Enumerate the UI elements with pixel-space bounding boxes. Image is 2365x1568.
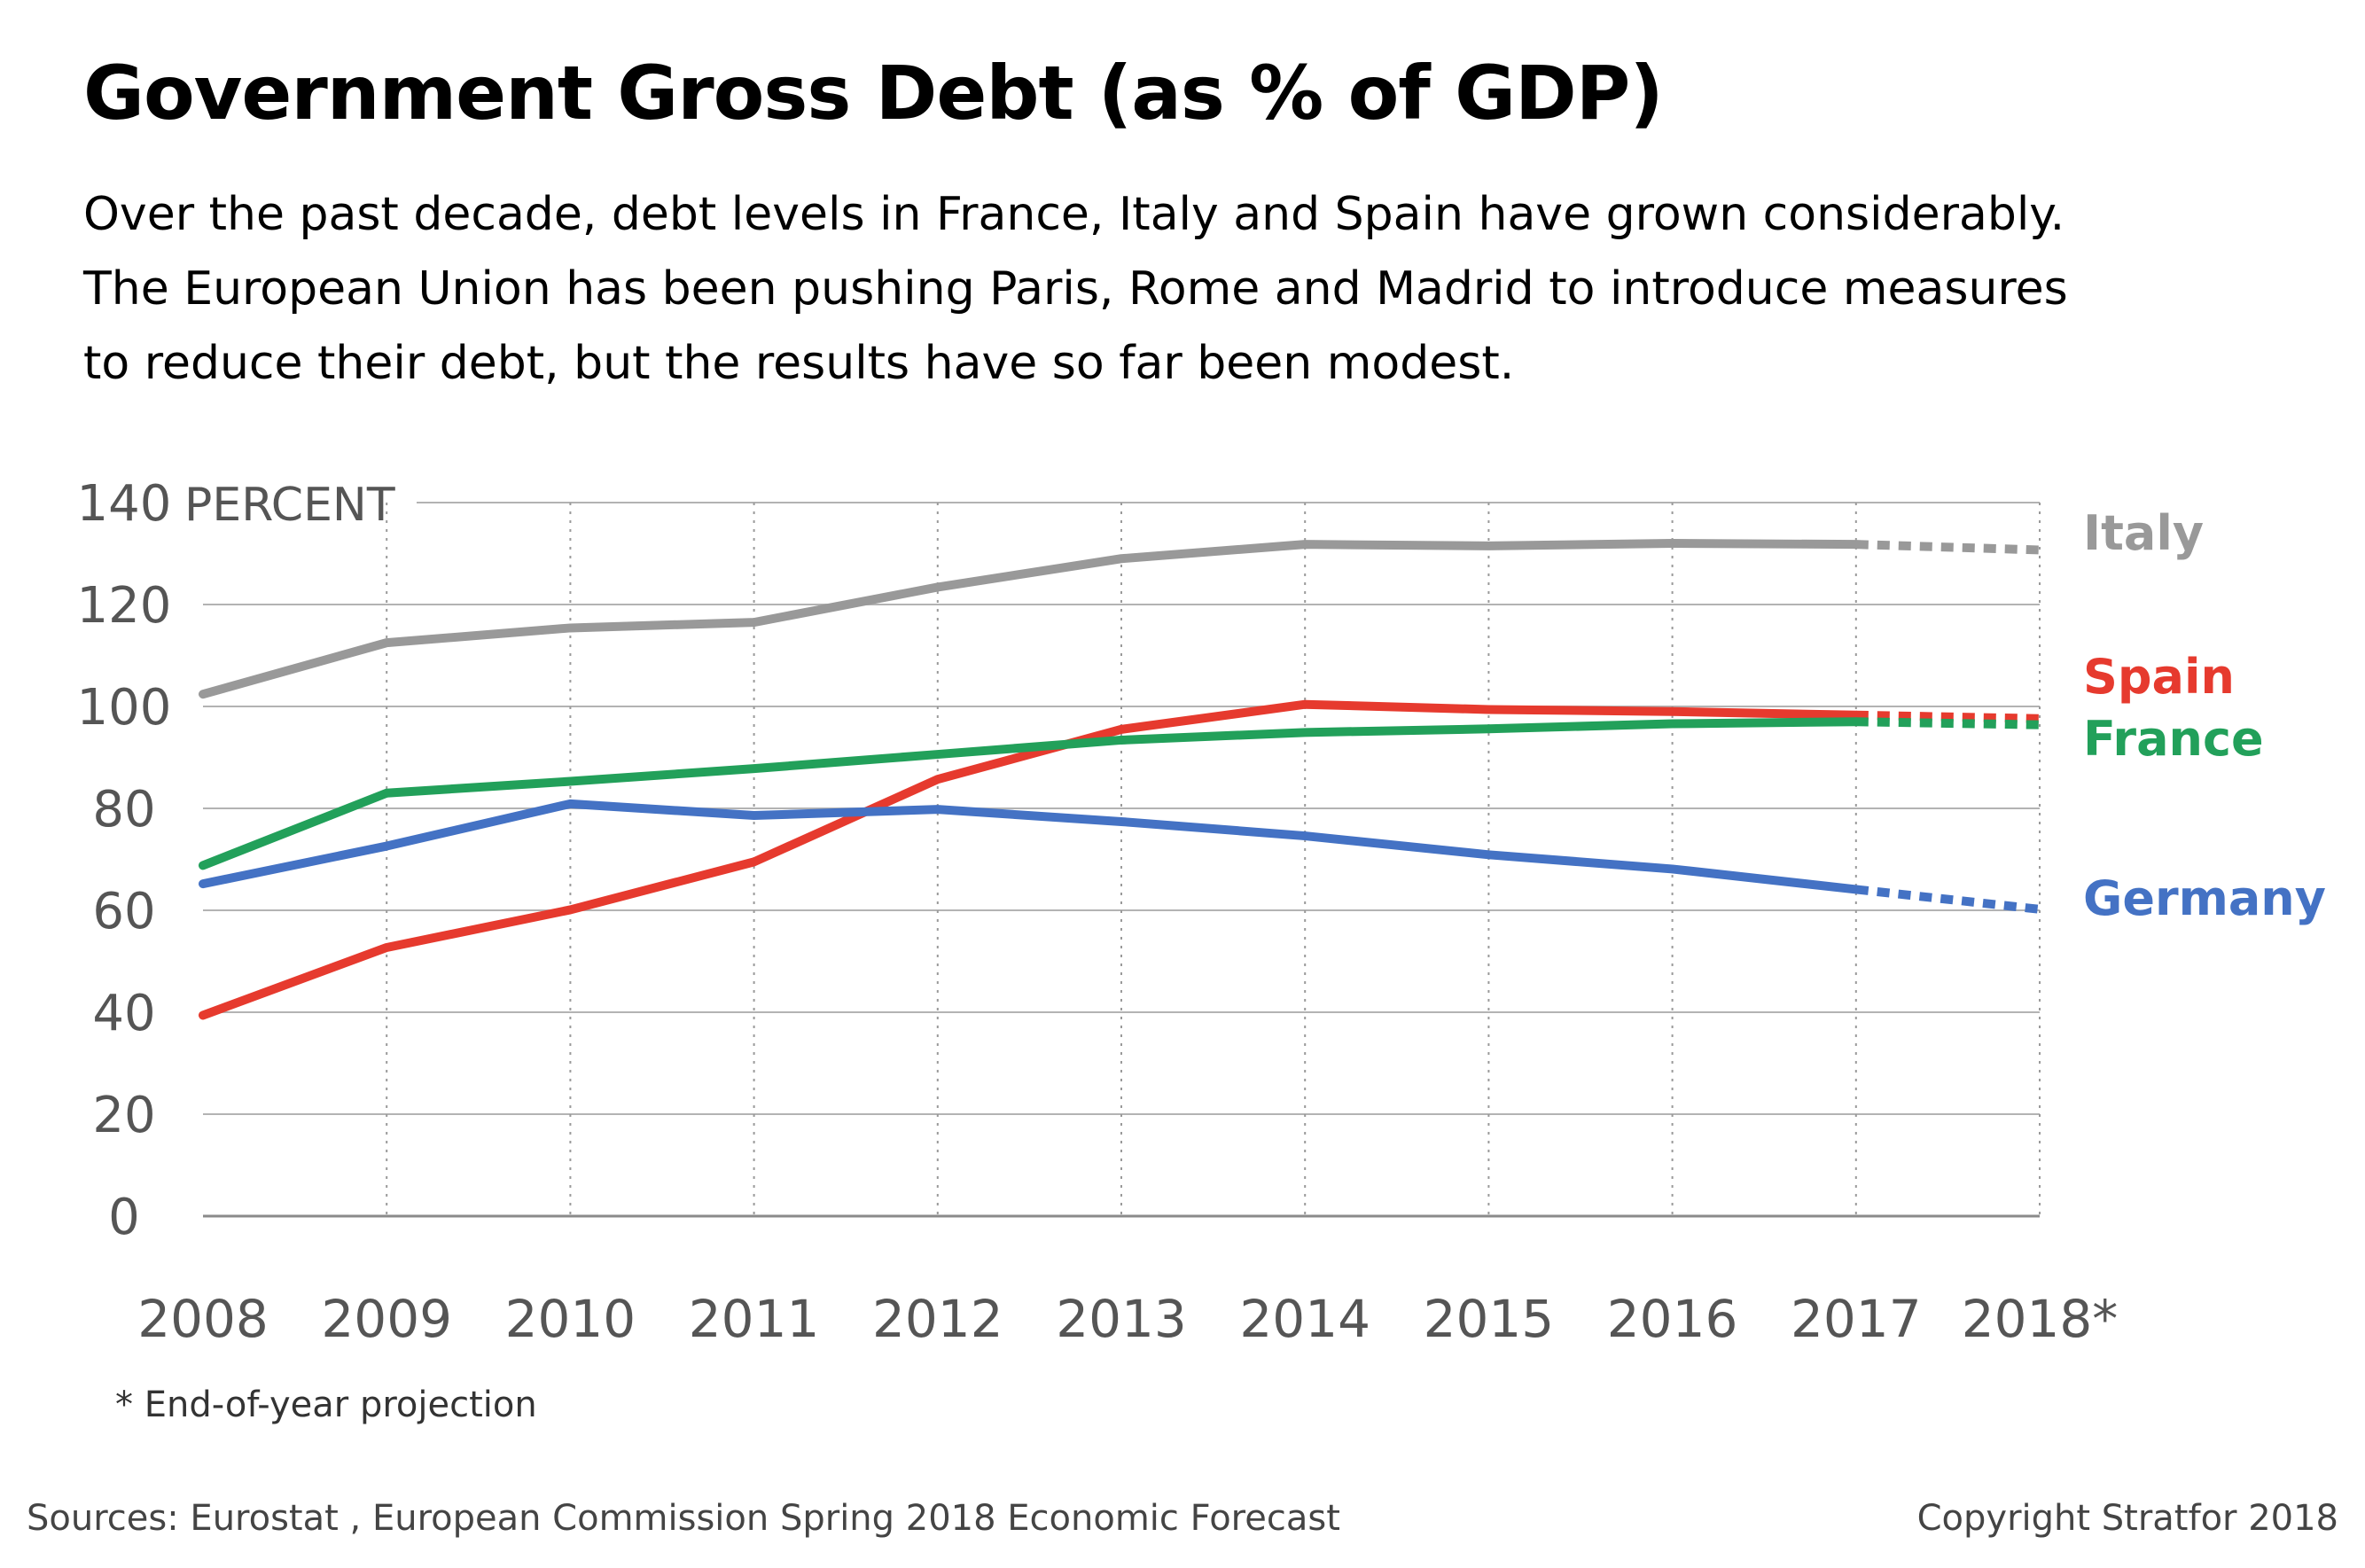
copyright-credit: Copyright Stratfor 2018 bbox=[1916, 1498, 2338, 1539]
series-projection-france bbox=[1855, 717, 2041, 729]
series-line-italy bbox=[199, 539, 1861, 699]
series-label-spain: Spain bbox=[2083, 649, 2235, 705]
x-tick-label: 2012 bbox=[872, 1289, 1003, 1349]
y-tick-label: 80 bbox=[92, 781, 155, 839]
series-label-italy: Italy bbox=[2083, 505, 2204, 561]
x-tick-label: 2014 bbox=[1239, 1289, 1370, 1349]
series-line-germany bbox=[199, 799, 1861, 894]
series-projection-spain bbox=[1855, 710, 2041, 723]
chart-title: Government Gross Debt (as % of GDP) bbox=[83, 50, 1664, 137]
x-tick-label: 2009 bbox=[321, 1289, 452, 1349]
y-tick-label: 20 bbox=[92, 1087, 155, 1144]
sources-credit: Sources: Eurostat , European Commission … bbox=[27, 1498, 1340, 1539]
chart-subtitle: Over the past decade, debt levels in Fra… bbox=[83, 177, 2299, 401]
y-tick-label: 100 bbox=[77, 679, 172, 737]
y-tick-label: 140 bbox=[77, 475, 172, 533]
subtitle-line: The European Union has been pushing Pari… bbox=[83, 262, 2068, 316]
series-line-france bbox=[199, 717, 1861, 870]
x-tick-label: 2010 bbox=[505, 1289, 636, 1349]
x-tick-label: 2011 bbox=[689, 1289, 820, 1349]
x-tick-label: 2013 bbox=[1056, 1289, 1187, 1349]
x-tick-label: 2015 bbox=[1424, 1289, 1555, 1349]
y-tick-label: 120 bbox=[77, 577, 172, 635]
series-label-france: France bbox=[2083, 711, 2264, 767]
y-tick-label: 0 bbox=[108, 1189, 140, 1246]
x-tick-label: 2008 bbox=[137, 1289, 269, 1349]
x-tick-label: 2018* bbox=[1962, 1289, 2119, 1349]
y-tick-label: 40 bbox=[92, 985, 155, 1042]
x-tick-label: 2017 bbox=[1791, 1289, 1922, 1349]
subtitle-line: Over the past decade, debt levels in Fra… bbox=[83, 188, 2065, 241]
subtitle-line: to reduce their debt, but the results ha… bbox=[83, 337, 1515, 390]
series-projection-germany bbox=[1855, 885, 2041, 914]
series-projection-italy bbox=[1855, 540, 2041, 555]
y-tick-label: 60 bbox=[92, 883, 155, 940]
y-axis-unit-label: PERCENT bbox=[184, 479, 395, 532]
series-line-spain bbox=[199, 699, 1861, 1020]
x-tick-label: 2016 bbox=[1607, 1289, 1738, 1349]
projection-footnote: * End-of-year projection bbox=[115, 1385, 537, 1425]
series-label-germany: Germany bbox=[2083, 870, 2326, 926]
